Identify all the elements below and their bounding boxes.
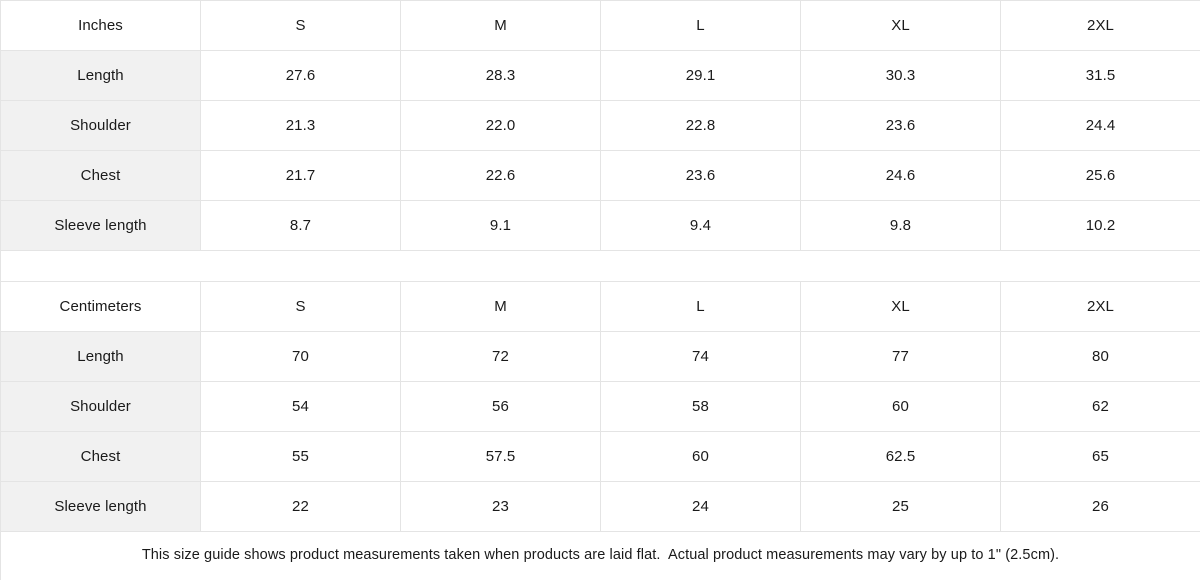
- measurement-cell: 28.3: [400, 50, 601, 101]
- measurement-cell: 57.5: [400, 431, 601, 482]
- measurement-cell: 65: [1000, 431, 1200, 482]
- row-label-chest: Chest: [0, 150, 201, 201]
- table-row: Sleeve length 8.7 9.1 9.4 9.8 10.2: [0, 200, 1200, 251]
- measurement-cell: 70: [200, 331, 401, 382]
- row-label-sleeve-length: Sleeve length: [0, 200, 201, 251]
- measurement-cell: 22: [200, 481, 401, 532]
- column-header-2xl: 2XL: [1000, 281, 1200, 332]
- column-header-xl: XL: [800, 281, 1001, 332]
- measurement-cell: 25.6: [1000, 150, 1200, 201]
- measurement-cell: 23.6: [800, 100, 1001, 151]
- table-row: Chest 55 57.5 60 62.5 65: [0, 431, 1200, 482]
- measurement-cell: 8.7: [200, 200, 401, 251]
- measurement-cell: 23.6: [600, 150, 801, 201]
- row-label-shoulder: Shoulder: [0, 381, 201, 432]
- measurement-cell: 23: [400, 481, 601, 532]
- measurement-cell: 24.6: [800, 150, 1001, 201]
- table-spacer-row: [0, 250, 1200, 282]
- measurement-cell: 9.8: [800, 200, 1001, 251]
- table-row: Length 27.6 28.3 29.1 30.3 31.5: [0, 50, 1200, 101]
- measurement-cell: 56: [400, 381, 601, 432]
- measurement-cell: 24: [600, 481, 801, 532]
- row-label-chest: Chest: [0, 431, 201, 482]
- unit-header-inches: Inches: [0, 0, 201, 51]
- column-header-l: L: [600, 281, 801, 332]
- measurement-cell: 9.1: [400, 200, 601, 251]
- table-spacer-cell: [0, 250, 1200, 282]
- unit-header-centimeters: Centimeters: [0, 281, 201, 332]
- column-header-s: S: [200, 0, 401, 51]
- measurement-cell: 55: [200, 431, 401, 482]
- measurement-cell: 62.5: [800, 431, 1001, 482]
- table-row: Length 70 72 74 77 80: [0, 331, 1200, 382]
- table-header-row: Inches S M L XL 2XL: [0, 0, 1200, 51]
- measurement-cell: 24.4: [1000, 100, 1200, 151]
- table-row: Shoulder 54 56 58 60 62: [0, 381, 1200, 432]
- measurement-cell: 10.2: [1000, 200, 1200, 251]
- measurement-cell: 26: [1000, 481, 1200, 532]
- measurement-cell: 60: [800, 381, 1001, 432]
- row-label-sleeve-length: Sleeve length: [0, 481, 201, 532]
- measurement-cell: 21.3: [200, 100, 401, 151]
- column-header-xl: XL: [800, 0, 1001, 51]
- measurement-cell: 9.4: [600, 200, 801, 251]
- measurement-cell: 30.3: [800, 50, 1001, 101]
- column-header-m: M: [400, 281, 601, 332]
- column-header-2xl: 2XL: [1000, 0, 1200, 51]
- measurement-cell: 58: [600, 381, 801, 432]
- column-header-m: M: [400, 0, 601, 51]
- measurement-cell: 22.6: [400, 150, 601, 201]
- column-header-l: L: [600, 0, 801, 51]
- row-label-shoulder: Shoulder: [0, 100, 201, 151]
- measurement-cell: 72: [400, 331, 601, 382]
- table-row: Chest 21.7 22.6 23.6 24.6 25.6: [0, 150, 1200, 201]
- measurement-cell: 22.8: [600, 100, 801, 151]
- row-label-length: Length: [0, 50, 201, 101]
- measurement-cell: 31.5: [1000, 50, 1200, 101]
- measurement-cell: 80: [1000, 331, 1200, 382]
- measurement-cell: 60: [600, 431, 801, 482]
- measurement-cell: 62: [1000, 381, 1200, 432]
- measurement-cell: 54: [200, 381, 401, 432]
- measurement-cell: 27.6: [200, 50, 401, 101]
- table-header-row: Centimeters S M L XL 2XL: [0, 281, 1200, 332]
- measurement-cell: 77: [800, 331, 1001, 382]
- size-guide-footnote: This size guide shows product measuremen…: [0, 531, 1200, 580]
- measurement-cell: 22.0: [400, 100, 601, 151]
- measurement-cell: 21.7: [200, 150, 401, 201]
- measurement-cell: 29.1: [600, 50, 801, 101]
- measurement-cell: 25: [800, 481, 1001, 532]
- table-row: Sleeve length 22 23 24 25 26: [0, 481, 1200, 532]
- measurement-cell: 74: [600, 331, 801, 382]
- row-label-length: Length: [0, 331, 201, 382]
- table-row: Shoulder 21.3 22.0 22.8 23.6 24.4: [0, 100, 1200, 151]
- column-header-s: S: [200, 281, 401, 332]
- footnote-row: This size guide shows product measuremen…: [0, 531, 1200, 580]
